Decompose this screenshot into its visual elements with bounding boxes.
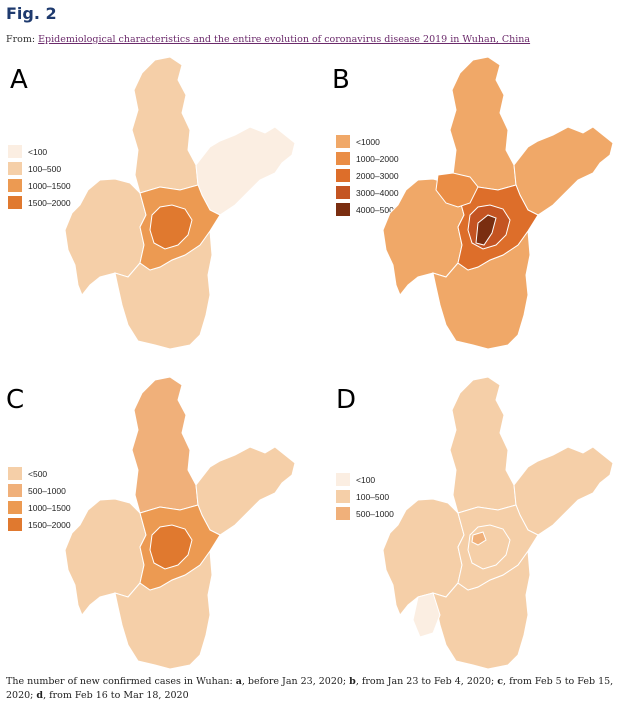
legend-item: 1000–1500 xyxy=(8,177,71,194)
district-region-east xyxy=(513,446,614,536)
wuhan-district-map xyxy=(64,56,296,350)
legend-item: 500–1000 xyxy=(336,505,394,522)
panel-letter: A xyxy=(10,65,28,95)
legend-label: <100 xyxy=(28,146,48,157)
legend-item: 1500–2000 xyxy=(8,516,71,533)
legend-swatch xyxy=(336,507,350,520)
panel-d: D <100 100–500 500–1000 xyxy=(314,375,628,695)
caption-a-text: , before Jan 23, 2020; xyxy=(241,676,350,687)
legend-swatch xyxy=(336,473,350,486)
legend-item: 1500–2000 xyxy=(8,194,71,211)
district-region-east xyxy=(195,446,296,536)
legend: <1000 1000–2000 2000–3000 3000–4000 4000… xyxy=(336,133,399,218)
legend-swatch xyxy=(8,196,22,209)
district-region-east xyxy=(195,126,296,216)
legend: <100 100–500 1000–1500 1500–2000 xyxy=(8,143,71,211)
wuhan-district-map xyxy=(382,56,614,350)
legend-label: 2000–3000 xyxy=(356,170,399,181)
legend-item: 4000–5000 xyxy=(336,201,399,218)
district-region-east xyxy=(513,126,614,216)
legend-label: 100–500 xyxy=(356,491,390,502)
panel-a: A <100 100–500 1000–1500 1500–2000 xyxy=(0,55,314,375)
legend-item: 1000–1500 xyxy=(8,499,71,516)
legend-swatch xyxy=(8,484,22,497)
figure-caption: The number of new confirmed cases in Wuh… xyxy=(6,675,622,703)
caption-b-text: , from Jan 23 to Feb 4, 2020; xyxy=(355,676,498,687)
legend-label: 1500–2000 xyxy=(28,197,71,208)
district-region-north xyxy=(449,56,517,194)
legend-swatch xyxy=(8,145,22,158)
legend-label: 1000–1500 xyxy=(28,180,71,191)
caption-d-label: d xyxy=(36,690,44,701)
legend-label: 1000–1500 xyxy=(28,502,71,513)
legend-label: 1000–2000 xyxy=(356,153,399,164)
legend-label: 500–1000 xyxy=(356,508,394,519)
legend-item: <1000 xyxy=(336,133,399,150)
legend-label: 3000–4000 xyxy=(356,187,399,198)
panel-letter: B xyxy=(332,65,350,95)
legend-swatch xyxy=(8,467,22,480)
source-prefix: From: xyxy=(6,34,39,45)
legend-swatch xyxy=(336,135,350,148)
district-region-center xyxy=(149,204,193,250)
legend-item: <100 xyxy=(336,471,394,488)
legend-swatch xyxy=(336,186,350,199)
panel-c: C <500 500–1000 1000–1500 1500–2000 xyxy=(0,375,314,695)
legend-label: 100–500 xyxy=(28,163,62,174)
legend-item: 1000–2000 xyxy=(336,150,399,167)
legend-item: <500 xyxy=(8,465,71,482)
legend: <100 100–500 500–1000 xyxy=(336,471,394,522)
caption-d-text: , from Feb 16 to Mar 18, 2020 xyxy=(43,690,189,701)
district-region-dark xyxy=(475,214,497,246)
wuhan-district-map xyxy=(382,376,614,670)
legend-label: <1000 xyxy=(356,136,380,147)
caption-b-label: b xyxy=(349,676,356,687)
legend-item: <100 xyxy=(8,143,71,160)
legend: <500 500–1000 1000–1500 1500–2000 xyxy=(8,465,71,533)
legend-swatch xyxy=(336,169,350,182)
legend-swatch xyxy=(336,490,350,503)
district-region-southwest xyxy=(412,592,441,638)
legend-swatch xyxy=(8,518,22,531)
caption-c-label: c xyxy=(497,676,504,687)
district-region-small xyxy=(471,531,487,546)
caption-intro: The number of new confirmed cases in Wuh… xyxy=(6,676,236,687)
district-region-north xyxy=(131,56,199,194)
panel-b: B <1000 1000–2000 2000–3000 3000–4000 40… xyxy=(314,55,628,375)
figure-title: Fig. 2 xyxy=(6,4,57,23)
panel-letter: C xyxy=(6,385,25,415)
legend-item: 3000–4000 xyxy=(336,184,399,201)
legend-swatch xyxy=(8,179,22,192)
figure-source: From: Epidemiological characteristics an… xyxy=(6,34,530,45)
source-article-link[interactable]: Epidemiological characteristics and the … xyxy=(38,34,531,45)
district-region-northwest xyxy=(435,172,479,208)
legend-label: 1500–2000 xyxy=(28,519,71,530)
panel-letter: D xyxy=(336,385,357,415)
legend-swatch xyxy=(336,152,350,165)
district-region-center xyxy=(149,524,193,570)
legend-label: 500–1000 xyxy=(28,485,66,496)
legend-item: 500–1000 xyxy=(8,482,71,499)
legend-item: 2000–3000 xyxy=(336,167,399,184)
district-region-north xyxy=(131,376,199,514)
wuhan-district-map xyxy=(64,376,296,670)
caption-a-label: a xyxy=(235,676,242,687)
legend-label: <100 xyxy=(356,474,376,485)
legend-label: <500 xyxy=(28,468,48,479)
legend-item: 100–500 xyxy=(8,160,71,177)
caption-c-text: , from Feb 5 to Feb 15, 2020; xyxy=(6,676,614,701)
legend-swatch xyxy=(8,501,22,514)
legend-item: 100–500 xyxy=(336,488,394,505)
district-region-north xyxy=(449,376,517,514)
legend-label: 4000–5000 xyxy=(356,204,399,215)
legend-swatch xyxy=(8,162,22,175)
legend-swatch xyxy=(336,203,350,216)
